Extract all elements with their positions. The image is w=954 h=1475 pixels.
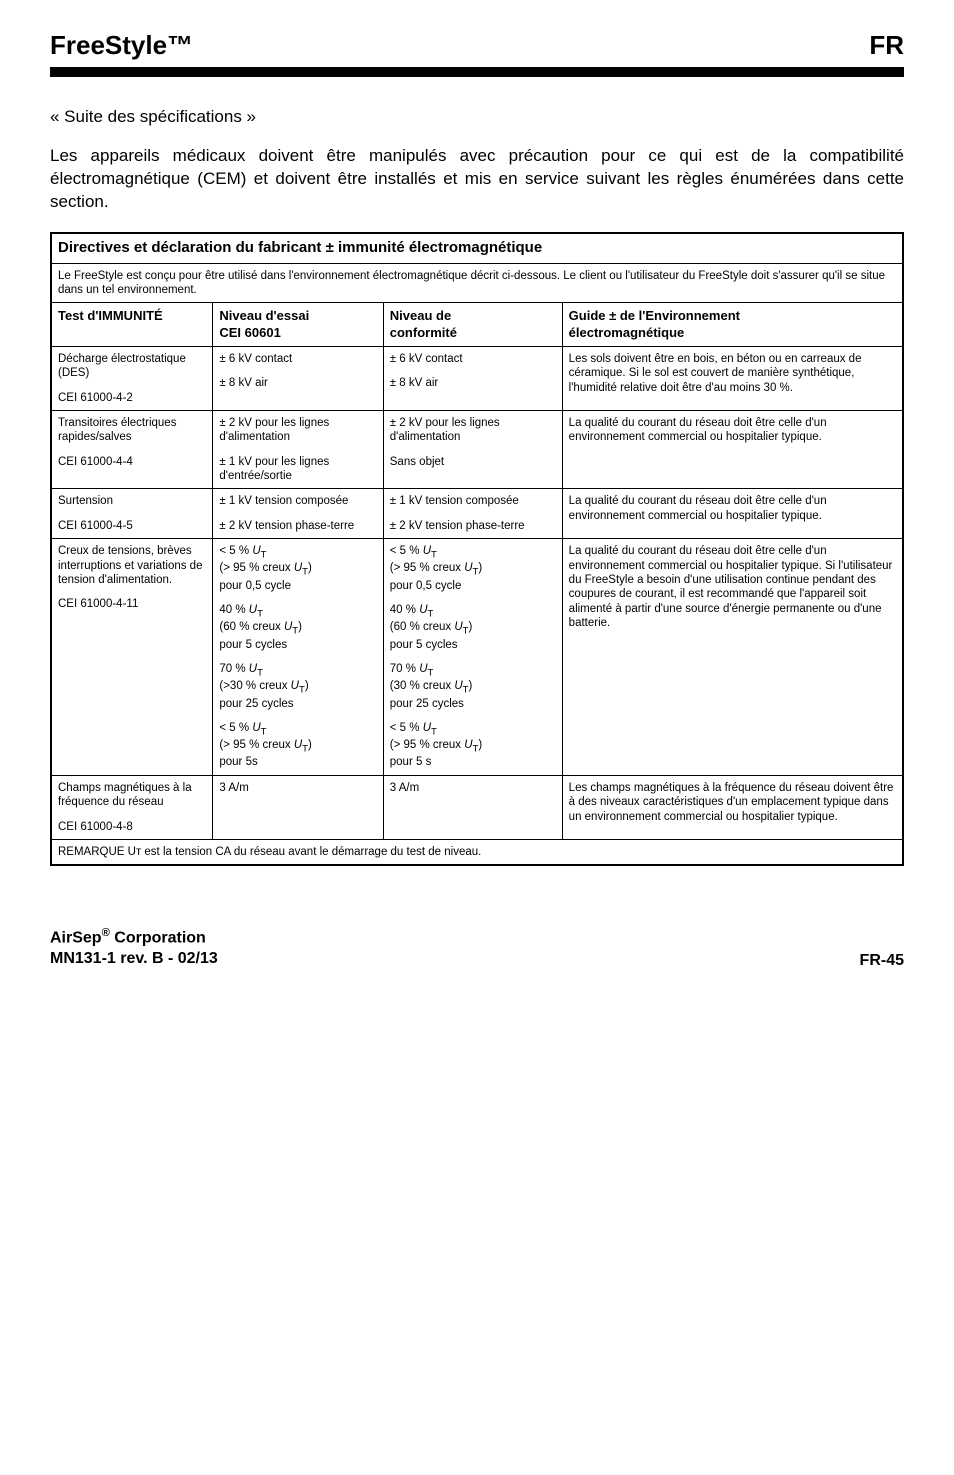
- footer-company: AirSep® Corporation: [50, 926, 218, 949]
- table-cell: ± 2 kV pour les lignes d'alimentation± 1…: [213, 410, 383, 489]
- col-header-test: Test d'IMMUNITÉ: [51, 303, 213, 347]
- table-cell: SurtensionCEI 61000-4-5: [51, 489, 213, 539]
- subtitle: « Suite des spécifications »: [50, 107, 904, 127]
- header-row: FreeStyle™ FR: [50, 30, 904, 61]
- table-cell: La qualité du courant du réseau doit êtr…: [562, 410, 903, 489]
- page-title-right: FR: [869, 30, 904, 61]
- table-intro: Le FreeStyle est conçu pour être utilisé…: [51, 263, 903, 303]
- table-cell: ± 2 kV pour les lignes d'alimentationSan…: [383, 410, 562, 489]
- col-header-level-l2: CEI 60601: [219, 325, 280, 340]
- table-remark: REMARQUE Uᴛ est la tension CA du réseau …: [51, 839, 903, 865]
- table-cell: Champs magnétiques à la fréquence du rés…: [51, 775, 213, 839]
- footer-left: AirSep® Corporation MN131-1 rev. B - 02/…: [50, 926, 218, 970]
- intro-paragraph: Les appareils médicaux doivent être mani…: [50, 145, 904, 214]
- table-cell: < 5 % UT(> 95 % creux UT)pour 0,5 cycle4…: [213, 539, 383, 776]
- col-header-guide-l1: Guide ± de l'Environnement: [569, 308, 740, 323]
- table-cell: ± 1 kV tension composée± 2 kV tension ph…: [213, 489, 383, 539]
- col-header-guide-l2: électromagnétique: [569, 325, 685, 340]
- table-cell: Transitoires électriques rapides/salvesC…: [51, 410, 213, 489]
- table-cell: Les champs magnétiques à la fréquence du…: [562, 775, 903, 839]
- table-title: Directives et déclaration du fabricant ±…: [51, 233, 903, 263]
- table-cell: Décharge électrostatique (DES)CEI 61000-…: [51, 346, 213, 410]
- table-row: Creux de tensions, brèves interruptions …: [51, 539, 903, 776]
- table-row: SurtensionCEI 61000-4-5± 1 kV tension co…: [51, 489, 903, 539]
- col-header-compliance: Niveau de conformité: [383, 303, 562, 347]
- table-cell: 3 A/m: [213, 775, 383, 839]
- table-row: Décharge électrostatique (DES)CEI 61000-…: [51, 346, 903, 410]
- table-row: Champs magnétiques à la fréquence du rés…: [51, 775, 903, 839]
- page-title-left: FreeStyle™: [50, 30, 193, 61]
- table-cell: ± 1 kV tension composée± 2 kV tension ph…: [383, 489, 562, 539]
- col-header-compliance-l1: Niveau de: [390, 308, 451, 323]
- table-cell: Creux de tensions, brèves interruptions …: [51, 539, 213, 776]
- emc-table: Directives et déclaration du fabricant ±…: [50, 232, 904, 867]
- table-cell: La qualité du courant du réseau doit êtr…: [562, 539, 903, 776]
- header-divider: [50, 67, 904, 77]
- table-cell: Les sols doivent être en bois, en béton …: [562, 346, 903, 410]
- col-header-guide: Guide ± de l'Environnement électromagnét…: [562, 303, 903, 347]
- col-header-compliance-l2: conformité: [390, 325, 457, 340]
- table-cell: La qualité du courant du réseau doit êtr…: [562, 489, 903, 539]
- footer-pagenum: FR-45: [860, 952, 904, 970]
- table-cell: ± 6 kV contact± 8 kV air: [383, 346, 562, 410]
- col-header-level-l1: Niveau d'essai: [219, 308, 309, 323]
- table-cell: ± 6 kV contact± 8 kV air: [213, 346, 383, 410]
- table-cell: < 5 % UT(> 95 % creux UT)pour 0,5 cycle4…: [383, 539, 562, 776]
- footer: AirSep® Corporation MN131-1 rev. B - 02/…: [50, 926, 904, 970]
- table-cell: 3 A/m: [383, 775, 562, 839]
- table-row: Transitoires électriques rapides/salvesC…: [51, 410, 903, 489]
- footer-docnum: MN131-1 rev. B - 02/13: [50, 949, 218, 970]
- col-header-level: Niveau d'essai CEI 60601: [213, 303, 383, 347]
